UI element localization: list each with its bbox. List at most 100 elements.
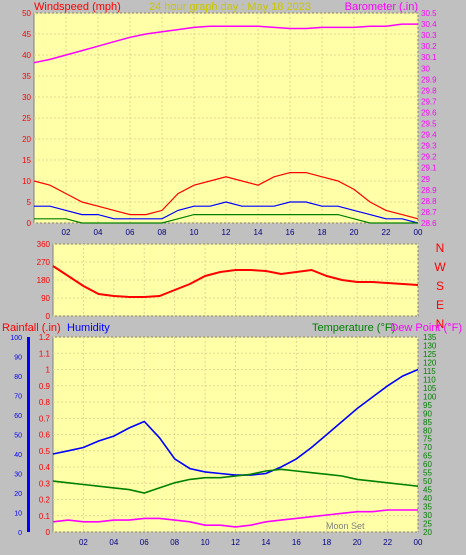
barometer-tick-label: 30.3	[421, 31, 437, 40]
humidity-tick-label: 60	[14, 413, 22, 420]
panel3-x-tick-label: 16	[292, 538, 301, 547]
rainfall-tick-label: 0.9	[39, 382, 51, 391]
windspeed-axis-label: Windspeed (mph)	[34, 1, 121, 13]
rainfall-tick-label: 1	[46, 366, 51, 375]
series-line-average-wind	[34, 201, 419, 224]
temperature-axis-label: Temperature (°F)	[312, 322, 395, 334]
barometer-tick-label: 29.5	[421, 120, 437, 129]
rainfall-tick-label: 0.2	[39, 496, 51, 505]
temperature-tick-label: 95	[423, 401, 432, 410]
barometer-tick-label: 30.4	[421, 20, 437, 29]
panel1-gridlines	[34, 12, 419, 224]
barometer-tick-label: 29.2	[421, 153, 437, 162]
compass-label: N	[436, 241, 445, 255]
panel3-x-tick-label: 10	[201, 538, 210, 547]
rainfall-tick-label: 1.1	[39, 349, 51, 358]
humidity-tick-label: 50	[14, 433, 22, 440]
panel3-x-tick-label: 14	[261, 538, 270, 547]
direction-tick-label: 90	[41, 294, 50, 303]
humidity-tick-label: 10	[14, 511, 22, 518]
rainfall-scale-bar	[27, 337, 30, 532]
barometer-tick-label: 29.9	[421, 75, 437, 84]
panel3-x-tick-label: 02	[79, 538, 88, 547]
direction-tick-label: 180	[37, 276, 51, 285]
humidity-tick-label: 100	[10, 335, 22, 342]
panel1-x-tick-label: 02	[62, 228, 71, 237]
humidity-tick-label: 40	[14, 452, 22, 459]
panel1-x-tick-label: 10	[190, 228, 199, 237]
temperature-tick-label: 65	[423, 452, 432, 461]
temperature-tick-label: 135	[423, 333, 437, 342]
temperature-tick-label: 115	[423, 367, 436, 376]
panel1-x-tick-label: 00	[414, 228, 423, 237]
temperature-tick-label: 45	[423, 486, 432, 495]
windspeed-tick-label: 20	[22, 135, 31, 144]
rainfall-tick-label: 0.5	[39, 447, 51, 456]
barometer-tick-label: 29.4	[421, 131, 437, 140]
humidity-tick-label: 90	[14, 355, 22, 362]
barometer-tick-label: 28.6	[421, 219, 437, 228]
barometer-tick-label: 28.9	[421, 186, 437, 195]
compass-label: S	[436, 279, 444, 293]
barometer-axis-label: Barometer (.in)	[345, 1, 418, 13]
series-line-wind-direction	[52, 265, 419, 298]
windspeed-tick-label: 40	[22, 51, 31, 60]
temperature-tick-label: 55	[423, 469, 432, 478]
compass-label: N	[436, 317, 445, 331]
temperature-tick-label: 30	[423, 511, 432, 520]
temperature-tick-label: 100	[423, 392, 437, 401]
humidity-tick-label: 80	[14, 374, 22, 381]
barometer-tick-label: 30.2	[421, 42, 437, 51]
windspeed-tick-label: 45	[22, 30, 31, 39]
temperature-tick-label: 60	[423, 460, 432, 469]
temperature-tick-label: 50	[423, 477, 432, 486]
panel1-tick-labels: 0 5 10 15 20 25 30 35 40 45 50 28.6 28.7 28.8 28.9 29 29…	[22, 9, 437, 237]
panel3-x-tick-label: 00	[414, 538, 423, 547]
panel1-x-tick-label: 16	[286, 228, 295, 237]
temperature-tick-label: 70	[423, 443, 432, 452]
panel3-series	[52, 368, 419, 528]
windspeed-tick-label: 5	[27, 198, 32, 207]
rainfall-tick-label: 0.1	[39, 512, 51, 521]
windspeed-tick-label: 10	[22, 177, 31, 186]
temperature-tick-label: 25	[423, 520, 432, 529]
series-line-dew-point	[52, 509, 418, 528]
panel1-x-tick-label: 06	[126, 228, 135, 237]
barometer-tick-label: 30	[421, 64, 430, 73]
compass-label: W	[434, 260, 446, 274]
panel3-x-tick-label: 04	[109, 538, 118, 547]
barometer-tick-label: 30.5	[421, 9, 437, 18]
barometer-tick-label: 29.8	[421, 86, 437, 95]
windspeed-tick-label: 50	[22, 9, 31, 18]
humidity-tick-label: 70	[14, 394, 22, 401]
panel1-x-tick-label: 20	[350, 228, 359, 237]
rainfall-tick-label: 0	[46, 528, 51, 537]
series-line-temperature	[52, 468, 419, 494]
windspeed-tick-label: 0	[27, 219, 32, 228]
barometer-tick-label: 29.3	[421, 142, 437, 151]
humidity-tick-label: 0	[18, 530, 22, 537]
panel1-x-tick-label: 04	[94, 228, 103, 237]
panel1-x-tick-label: 22	[382, 228, 391, 237]
rainfall-tick-label: 0.7	[39, 414, 51, 423]
panel3-x-tick-label: 20	[353, 538, 362, 547]
rainfall-tick-label: 0.4	[39, 463, 51, 472]
barometer-tick-label: 29	[421, 175, 430, 184]
barometer-tick-label: 29.7	[421, 97, 437, 106]
temperature-tick-label: 20	[423, 528, 432, 537]
panel3-tick-labels: 0 0.1 0.2 0.3 0.4 0.5 0.6 0.7 0.8 0.9 1 1.1 1.2 0 10 20…	[10, 333, 437, 547]
panel1-x-tick-label: 08	[158, 228, 167, 237]
panel3-x-tick-label: 08	[170, 538, 179, 547]
panel3-x-tick-label: 18	[322, 538, 331, 547]
rainfall-tick-label: 0.6	[39, 431, 51, 440]
temperature-tick-label: 80	[423, 426, 432, 435]
moon-set-annotation: Moon Set	[326, 521, 365, 531]
temperature-tick-label: 110	[423, 375, 436, 384]
temperature-tick-label: 125	[423, 350, 437, 359]
series-line-barometer	[33, 23, 418, 64]
rainfall-axis-label: Rainfall (.in)	[2, 322, 61, 334]
series-line-wind	[34, 214, 418, 224]
series-line-wind-gust	[33, 172, 419, 220]
windspeed-tick-label: 35	[22, 72, 31, 81]
